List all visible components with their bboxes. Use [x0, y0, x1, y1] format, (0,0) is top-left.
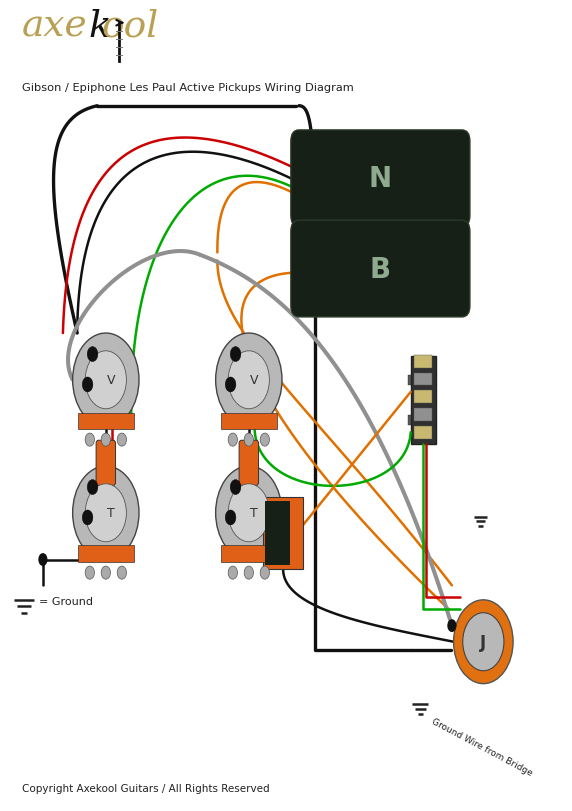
Circle shape — [88, 347, 98, 362]
Circle shape — [73, 333, 139, 427]
FancyBboxPatch shape — [291, 131, 470, 227]
Circle shape — [82, 510, 93, 526]
Circle shape — [38, 553, 47, 566]
Circle shape — [85, 484, 126, 542]
Circle shape — [231, 480, 241, 495]
Bar — [408, 375, 411, 385]
Circle shape — [73, 466, 139, 560]
Circle shape — [85, 434, 94, 447]
Circle shape — [225, 510, 236, 526]
Text: B: B — [370, 255, 391, 283]
Circle shape — [82, 377, 93, 393]
Circle shape — [117, 566, 126, 579]
Circle shape — [231, 347, 241, 362]
Circle shape — [228, 566, 237, 579]
Circle shape — [228, 484, 269, 542]
Text: T: T — [250, 507, 257, 520]
Bar — [78, 546, 134, 562]
Circle shape — [216, 333, 282, 427]
Text: axe: axe — [22, 9, 88, 45]
Circle shape — [85, 566, 94, 579]
Circle shape — [228, 434, 237, 447]
Text: ool: ool — [102, 9, 159, 45]
Bar — [414, 373, 432, 386]
Text: N: N — [369, 165, 392, 193]
Circle shape — [454, 600, 513, 684]
Circle shape — [260, 566, 269, 579]
Circle shape — [117, 434, 126, 447]
Circle shape — [447, 620, 456, 633]
FancyBboxPatch shape — [96, 440, 116, 486]
Bar — [221, 413, 277, 429]
Bar — [408, 416, 411, 426]
Bar — [414, 409, 432, 422]
Circle shape — [88, 480, 98, 495]
Bar — [411, 356, 436, 444]
Circle shape — [260, 434, 269, 447]
Text: V: V — [249, 374, 258, 387]
Text: V: V — [106, 374, 115, 387]
Bar — [263, 497, 303, 569]
Circle shape — [216, 466, 282, 560]
Bar — [78, 413, 134, 429]
Bar — [221, 546, 277, 562]
Circle shape — [244, 434, 253, 447]
Bar — [414, 391, 432, 404]
Bar — [414, 355, 432, 368]
Circle shape — [101, 434, 110, 447]
Bar — [265, 501, 290, 565]
Text: Copyright Axekool Guitars / All Rights Reserved: Copyright Axekool Guitars / All Rights R… — [22, 783, 269, 793]
Circle shape — [463, 613, 504, 671]
Text: k: k — [89, 9, 112, 45]
FancyBboxPatch shape — [291, 221, 470, 318]
Text: Gibson / Epiphone Les Paul Active Pickups Wiring Diagram: Gibson / Epiphone Les Paul Active Pickup… — [22, 83, 353, 92]
Circle shape — [85, 351, 126, 410]
Text: Ground Wire from Bridge: Ground Wire from Bridge — [430, 716, 534, 777]
Circle shape — [228, 351, 269, 410]
Text: J: J — [480, 633, 486, 651]
Circle shape — [101, 566, 110, 579]
Bar — [414, 427, 432, 439]
Text: = Ground: = Ground — [39, 596, 93, 606]
Circle shape — [225, 377, 236, 393]
Text: T: T — [107, 507, 114, 520]
Circle shape — [244, 566, 253, 579]
FancyBboxPatch shape — [239, 440, 259, 486]
